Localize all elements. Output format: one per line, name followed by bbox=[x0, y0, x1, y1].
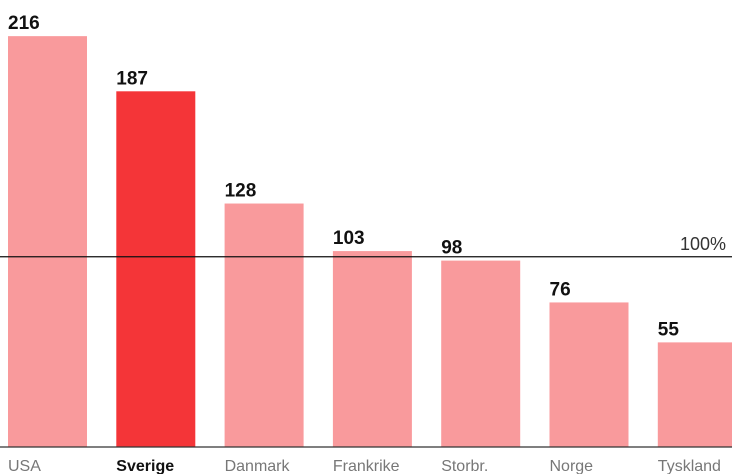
bar bbox=[8, 36, 87, 447]
x-tick-label: Tyskland bbox=[658, 458, 721, 474]
value-label: 187 bbox=[116, 68, 148, 89]
x-tick-label: Norge bbox=[550, 458, 594, 474]
x-tick-label: Danmark bbox=[225, 458, 291, 474]
value-label: 216 bbox=[8, 13, 40, 34]
bar bbox=[657, 342, 732, 447]
value-label: 98 bbox=[441, 238, 462, 259]
x-tick-label: Frankrike bbox=[333, 458, 400, 474]
bar bbox=[116, 91, 196, 447]
value-label: 76 bbox=[550, 279, 571, 300]
x-tick-label: Sverige bbox=[116, 458, 174, 474]
x-tick-label: USA bbox=[8, 458, 41, 474]
bar bbox=[441, 260, 521, 447]
x-tick-label: Storbr. bbox=[441, 458, 488, 474]
value-label: 103 bbox=[333, 228, 365, 249]
value-label: 55 bbox=[658, 319, 680, 340]
reference-label: 100% bbox=[680, 234, 726, 254]
bar bbox=[224, 203, 304, 447]
value-label: 128 bbox=[225, 181, 257, 202]
bar bbox=[332, 251, 412, 447]
bar bbox=[549, 302, 629, 447]
